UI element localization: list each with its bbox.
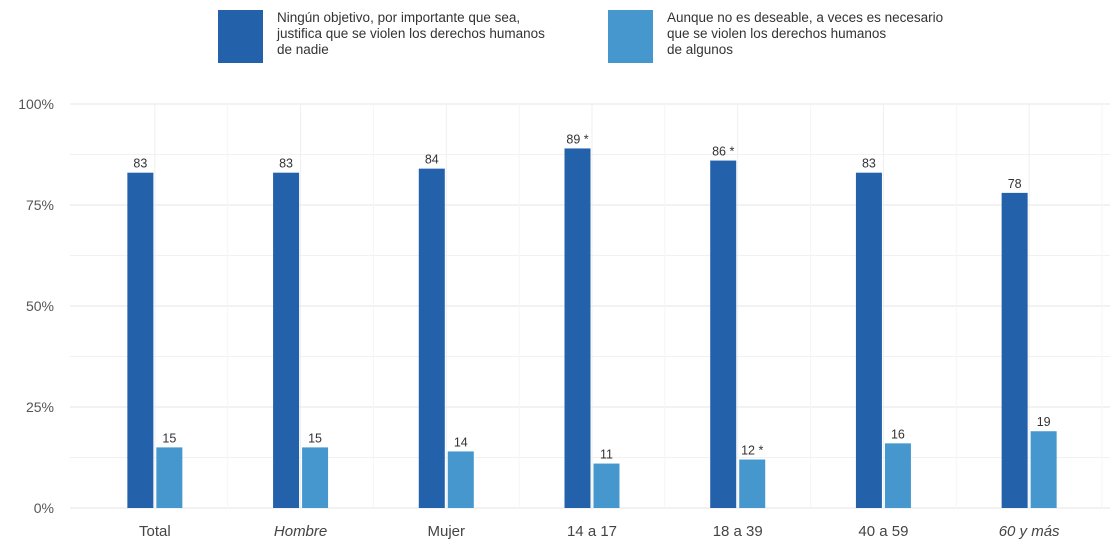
bar-series-1	[273, 172, 300, 508]
bar-series-2	[593, 463, 620, 508]
bar-series-1	[418, 168, 445, 508]
bar-series-1	[564, 148, 591, 508]
data-label-series-2: 14	[454, 435, 468, 449]
x-category-label: 18 a 39	[713, 523, 763, 540]
y-tick-label: 25%	[26, 399, 54, 415]
bar-series-2	[447, 451, 474, 508]
data-label-series-1: 86 *	[712, 145, 734, 159]
data-label-series-1: 89 *	[566, 132, 588, 146]
bar-series-2	[739, 459, 766, 508]
data-label-series-2: 16	[891, 427, 905, 441]
bar-series-1	[127, 172, 154, 508]
data-label-series-2: 15	[308, 431, 322, 445]
data-label-series-2: 12 *	[741, 444, 763, 458]
legend-swatch-series-2	[608, 10, 653, 63]
y-tick-label: 100%	[18, 96, 54, 112]
y-tick-label: 75%	[26, 197, 54, 213]
bar-series-2	[302, 447, 329, 508]
bar-series-1	[710, 160, 737, 508]
legend-label-series-1: Ningún objetivo, por importante que sea,…	[277, 10, 545, 57]
data-label-series-1: 84	[425, 153, 439, 167]
x-category-label: 40 a 59	[858, 523, 908, 540]
legend-item-series-2: Aunque no es deseable, a veces es necesa…	[608, 10, 977, 63]
x-category-label: Total	[139, 523, 171, 540]
data-label-series-2: 15	[162, 431, 176, 445]
x-category-label: Mujer	[428, 523, 466, 540]
data-label-series-1: 78	[1008, 177, 1022, 191]
y-tick-label: 50%	[26, 298, 54, 314]
bar-series-2	[1030, 431, 1057, 508]
data-label-series-1: 83	[133, 157, 147, 171]
x-category-label: 14 a 17	[567, 523, 617, 540]
legend-item-series-1: Ningún objetivo, por importante que sea,…	[218, 10, 587, 63]
y-tick-label: 0%	[34, 500, 54, 516]
bar-series-1	[1001, 192, 1028, 508]
x-category-label: 60 y más	[999, 523, 1060, 540]
bar-series-1	[855, 172, 882, 508]
legend-label-series-2: Aunque no es deseable, a veces es necesa…	[667, 10, 944, 57]
data-label-series-2: 19	[1037, 415, 1051, 429]
x-category-label: Hombre	[274, 523, 327, 540]
bar-series-2	[884, 443, 911, 508]
data-label-series-1: 83	[862, 157, 876, 171]
data-label-series-2: 11	[600, 448, 613, 462]
legend-swatch-series-1	[218, 10, 263, 63]
bar-series-2	[156, 447, 183, 508]
data-label-series-1: 83	[279, 157, 293, 171]
